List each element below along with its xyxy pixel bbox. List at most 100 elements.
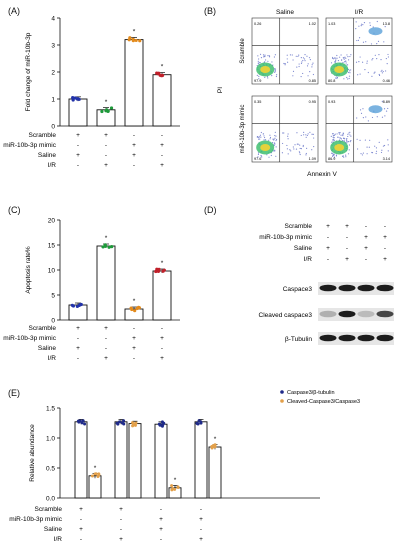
flow-event	[347, 59, 350, 61]
western-condition-value: +	[345, 223, 349, 230]
flow-event	[343, 138, 346, 140]
flow-event	[287, 153, 289, 155]
condition-value: -	[200, 526, 202, 533]
flow-event	[349, 55, 351, 58]
condition-value: +	[104, 355, 108, 362]
flow-event	[259, 61, 261, 64]
western-condition-value: +	[364, 234, 368, 241]
flow-event	[283, 132, 285, 134]
flow-event	[382, 70, 384, 73]
flow-event	[340, 138, 342, 140]
flow-quadrant-value: 0.95	[309, 100, 316, 104]
flow-event	[302, 59, 304, 62]
condition-value: +	[76, 325, 80, 332]
flow-event	[366, 62, 368, 64]
flow-event	[364, 69, 366, 71]
data-point	[122, 419, 126, 423]
flow-dense-core	[334, 143, 345, 151]
flow-event	[274, 131, 276, 133]
flow-event	[274, 67, 276, 70]
bar	[74, 421, 88, 499]
flow-event	[334, 133, 336, 135]
flow-event	[256, 136, 259, 138]
western-band	[338, 310, 356, 318]
data-point	[75, 304, 79, 309]
flow-event	[296, 132, 298, 134]
flow-event	[299, 147, 301, 150]
flow-event	[259, 134, 262, 136]
flow-event	[344, 61, 346, 63]
y-axis-label: Fold change of miR-10b-3p	[25, 32, 32, 111]
data-point	[170, 488, 174, 492]
flow-event	[378, 73, 380, 76]
flow-event	[338, 133, 341, 135]
flow-event	[298, 63, 300, 65]
flow-event	[298, 65, 300, 68]
flow-event	[345, 156, 347, 158]
condition-value: +	[104, 325, 108, 332]
flow-event	[331, 141, 333, 143]
flow-event	[384, 115, 386, 117]
flow-dense-core	[260, 65, 271, 73]
flow-event	[257, 153, 260, 155]
flow-event	[345, 60, 347, 62]
flow-event	[349, 70, 351, 72]
flow-event	[275, 139, 277, 142]
flow-event	[286, 58, 288, 60]
flow-event	[306, 134, 308, 137]
condition-value: +	[132, 345, 136, 352]
data-point	[131, 39, 135, 43]
data-point	[162, 421, 166, 425]
flow-event	[298, 54, 300, 56]
flow-event	[336, 54, 338, 57]
flow-event	[355, 21, 357, 23]
flow-event	[312, 73, 315, 76]
data-point	[78, 302, 82, 307]
condition-value: -	[161, 132, 163, 139]
bar	[88, 475, 102, 499]
data-point	[90, 474, 94, 478]
western-band	[357, 334, 375, 342]
flow-event	[367, 120, 369, 122]
western-condition-value: -	[346, 245, 348, 252]
condition-value: -	[133, 325, 135, 332]
flow-event	[301, 61, 303, 63]
flow-event	[387, 150, 389, 152]
flow-event	[274, 69, 277, 71]
flow-quadrant-value: 0.93	[328, 100, 335, 104]
y-tick-label: 2	[51, 70, 55, 77]
flow-event	[303, 58, 306, 60]
flow-event	[264, 61, 266, 63]
condition-label: miR-10b-3p mimic	[9, 516, 62, 523]
data-point	[170, 484, 174, 488]
condition-value: -	[133, 162, 135, 169]
data-point	[77, 97, 81, 101]
flow-event	[270, 154, 272, 157]
flow-event	[311, 133, 313, 135]
flow-event	[263, 135, 265, 137]
flow-event	[360, 153, 362, 155]
flow-event	[313, 145, 315, 148]
flow-event	[274, 70, 276, 72]
flow-event	[356, 39, 358, 42]
flow-quadrant-value: 86.9	[328, 157, 335, 161]
flow-event	[287, 135, 289, 137]
flow-event	[332, 134, 335, 137]
flow-event	[347, 153, 350, 155]
data-point	[138, 39, 142, 43]
flow-event	[275, 75, 278, 78]
flow-event	[291, 54, 293, 56]
flow-event	[262, 54, 265, 56]
flow-event	[264, 139, 267, 141]
flow-event	[370, 43, 373, 45]
flow-event	[344, 56, 346, 58]
flow-event	[335, 77, 337, 79]
bar	[194, 421, 208, 499]
flow-dense-core	[260, 143, 271, 151]
condition-value: +	[79, 526, 83, 533]
flow-event	[348, 77, 350, 80]
flow-event	[332, 153, 335, 156]
bar	[124, 39, 144, 127]
bar	[68, 98, 88, 127]
legend-label: Caspase3/β-tubulin	[287, 390, 335, 396]
